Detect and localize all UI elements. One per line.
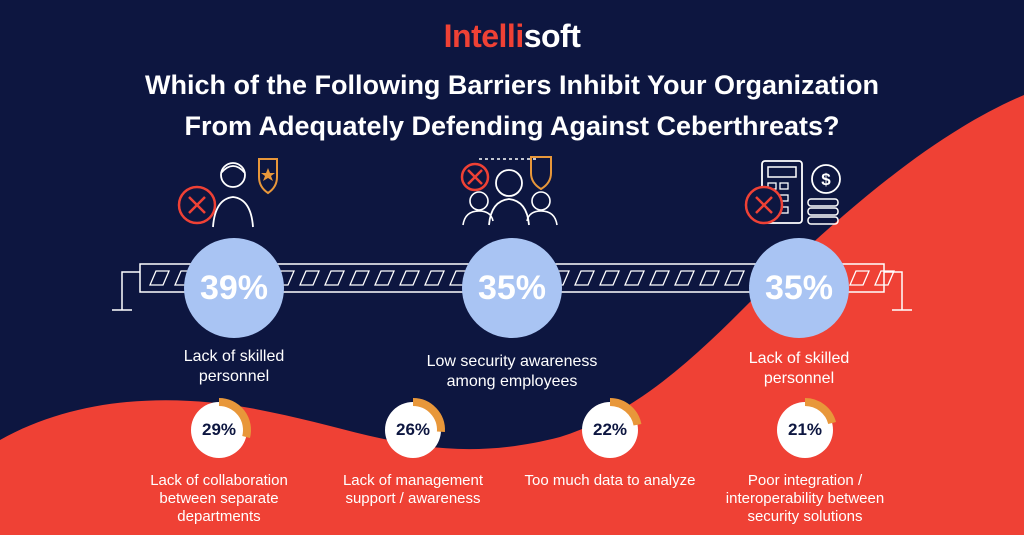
other-barrier-label-3: Too much data to analyze xyxy=(524,472,696,489)
other-barrier-label-2: Lack of management support / awareness xyxy=(342,472,484,507)
rail-hatch xyxy=(324,270,345,286)
donut-4-arc xyxy=(804,398,836,425)
donut-1-background xyxy=(191,402,247,458)
budget-calculator-icon: $ xyxy=(744,160,841,225)
rail-hatch xyxy=(599,270,620,286)
donut-3-arc xyxy=(609,398,642,426)
other-barrier-label-4: Poor integration / interoperability betw… xyxy=(725,472,885,525)
donut-svg-3 xyxy=(582,398,642,458)
rail-hatch xyxy=(149,270,170,286)
donut-4-background xyxy=(777,402,833,458)
donut-2-background xyxy=(385,402,441,458)
rail-hatch xyxy=(399,270,420,286)
donut-2-arc xyxy=(412,398,445,433)
top-barrier-label-1: Lack of skilled personnel xyxy=(183,348,285,385)
personnel-icon xyxy=(177,158,278,228)
other-barrier-donut-2: 26% xyxy=(380,397,446,463)
brand-logo-part1: Intelli xyxy=(443,18,525,54)
rail-hatch xyxy=(699,270,720,286)
donut-3-background xyxy=(582,402,638,458)
employees-group-icon xyxy=(460,156,558,226)
rail-hatch xyxy=(299,270,320,286)
red-wave-shape xyxy=(0,95,1024,535)
chart-title-line1: Which of the Following Barriers Inhibit … xyxy=(144,70,879,100)
rail-hatch xyxy=(624,270,645,286)
brand-logo: Intellisoft xyxy=(0,18,1024,55)
brand-logo-part2: soft xyxy=(523,18,581,54)
top-barrier-value-3: 35% xyxy=(749,238,849,338)
chart-title-line2: From Adequately Defending Against Cebert… xyxy=(184,111,840,141)
other-barrier-value-3: 22% xyxy=(592,420,628,439)
rail-hatch xyxy=(574,270,595,286)
other-barrier-label-1: Lack of collaboration between separate d… xyxy=(150,472,288,525)
donut-svg-4 xyxy=(777,398,836,458)
donut-1-arc xyxy=(218,398,251,438)
rail-hatch xyxy=(674,270,695,286)
other-barrier-value-1: 29% xyxy=(201,420,237,439)
rail-hatch xyxy=(724,270,745,286)
rail-hatch xyxy=(874,270,895,286)
donut-svg-2 xyxy=(385,398,445,458)
other-barrier-donut-1: 29% xyxy=(186,397,252,463)
top-barrier-label-3: Lack of skilled personnel xyxy=(748,350,850,387)
top-barrier-label-2: Low security awareness among employees xyxy=(426,353,598,390)
rail-hatch xyxy=(649,270,670,286)
other-barrier-value-2: 26% xyxy=(395,420,431,439)
rail-hatch xyxy=(374,270,395,286)
rail-hatch xyxy=(424,270,445,286)
rail-hatch xyxy=(349,270,370,286)
top-barrier-value-2: 35% xyxy=(462,238,562,338)
top-barrier-value-1: 39% xyxy=(184,238,284,338)
other-barrier-value-4: 21% xyxy=(787,420,823,439)
donut-svg-1 xyxy=(191,398,251,458)
rail-hatch xyxy=(849,270,870,286)
svg-text:$: $ xyxy=(821,170,831,189)
other-barrier-donut-4: 21% xyxy=(772,397,838,463)
other-barrier-donut-3: 22% xyxy=(577,397,643,463)
